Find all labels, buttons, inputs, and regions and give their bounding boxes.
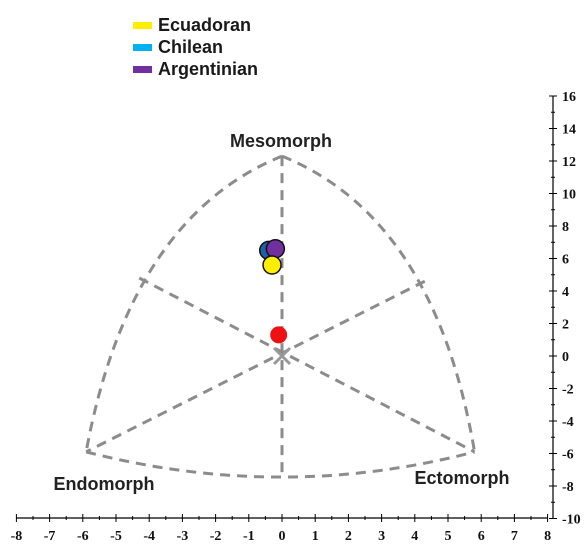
x-tick-label: 7 bbox=[511, 529, 518, 544]
frame-left-arc bbox=[84, 154, 283, 453]
y-tick-label: 6 bbox=[562, 253, 569, 268]
y-tick-label: 0 bbox=[562, 350, 569, 365]
y-tick-label: 10 bbox=[562, 188, 576, 203]
x-tick-label: -6 bbox=[77, 529, 89, 544]
y-tick-label: 8 bbox=[562, 220, 569, 235]
frame-diagonal-line bbox=[138, 276, 476, 454]
x-tick-label: 3 bbox=[378, 529, 385, 544]
data-point-reference bbox=[270, 326, 288, 344]
x-tick-label: -8 bbox=[11, 529, 23, 544]
data-points bbox=[258, 239, 292, 366]
x-tick-label: 6 bbox=[478, 529, 485, 544]
x-tick-label: -2 bbox=[210, 529, 222, 544]
frame-right-arc bbox=[281, 154, 477, 453]
data-point-argentinian bbox=[265, 239, 286, 259]
y-axis: 16 14 12 10 8 6 4 2 0 -2 -4 -6 -8 -10 bbox=[549, 90, 581, 528]
legend-item-argentinian: Argentinian bbox=[133, 58, 258, 80]
endomorph-label: Endomorph bbox=[54, 474, 155, 494]
frame-diagonal-line bbox=[85, 279, 426, 454]
x-tick-label: 0 bbox=[279, 529, 286, 544]
mesomorph-label: Mesomorph bbox=[230, 131, 332, 151]
data-point-ecuadoran bbox=[262, 255, 282, 275]
x-tick-label: 2 bbox=[345, 529, 352, 544]
x-tick-label: 1 bbox=[312, 529, 319, 544]
origin-marker bbox=[272, 346, 292, 366]
x-tick-label: -7 bbox=[44, 529, 56, 544]
legend-item-ecuadoran: Ecuadoran bbox=[133, 14, 258, 36]
x-tick-label: -1 bbox=[243, 529, 255, 544]
y-tick-label: 2 bbox=[562, 318, 569, 333]
x-tick-label: -5 bbox=[110, 529, 122, 544]
ectomorph-label: Ectomorph bbox=[414, 468, 509, 488]
y-tick-label: -10 bbox=[562, 513, 581, 528]
legend-item-chilean: Chilean bbox=[133, 36, 258, 58]
legend-label: Argentinian bbox=[158, 59, 259, 79]
y-tick-label: -6 bbox=[562, 448, 574, 463]
y-tick-label: -4 bbox=[562, 415, 574, 430]
x-tick-label: -4 bbox=[143, 529, 155, 544]
y-tick-label: -8 bbox=[562, 480, 574, 495]
somatochart-frame bbox=[84, 154, 477, 479]
y-tick-label: 14 bbox=[562, 123, 576, 138]
legend-swatch bbox=[133, 21, 152, 29]
legend-swatch bbox=[133, 43, 152, 51]
legend: Ecuadoran Chilean Argentinian bbox=[133, 14, 258, 80]
y-tick-label: -2 bbox=[562, 383, 574, 398]
y-tick-label: 12 bbox=[562, 155, 576, 170]
legend-label: Ecuadoran bbox=[158, 15, 252, 35]
x-tick-label: -3 bbox=[177, 529, 189, 544]
legend-swatch bbox=[133, 65, 152, 73]
x-axis: -8 -7 -6 -5 -4 -3 -2 -1 0 1 2 3 4 5 6 7 8 bbox=[11, 514, 551, 544]
y-tick-label: 16 bbox=[562, 90, 576, 105]
x-tick-label: 8 bbox=[544, 529, 551, 544]
legend-label: Chilean bbox=[158, 37, 224, 57]
frame-bottom-arc bbox=[85, 450, 475, 479]
y-tick-label: 4 bbox=[562, 285, 569, 300]
x-tick-label: 4 bbox=[411, 529, 418, 544]
x-tick-label: 5 bbox=[445, 529, 452, 544]
